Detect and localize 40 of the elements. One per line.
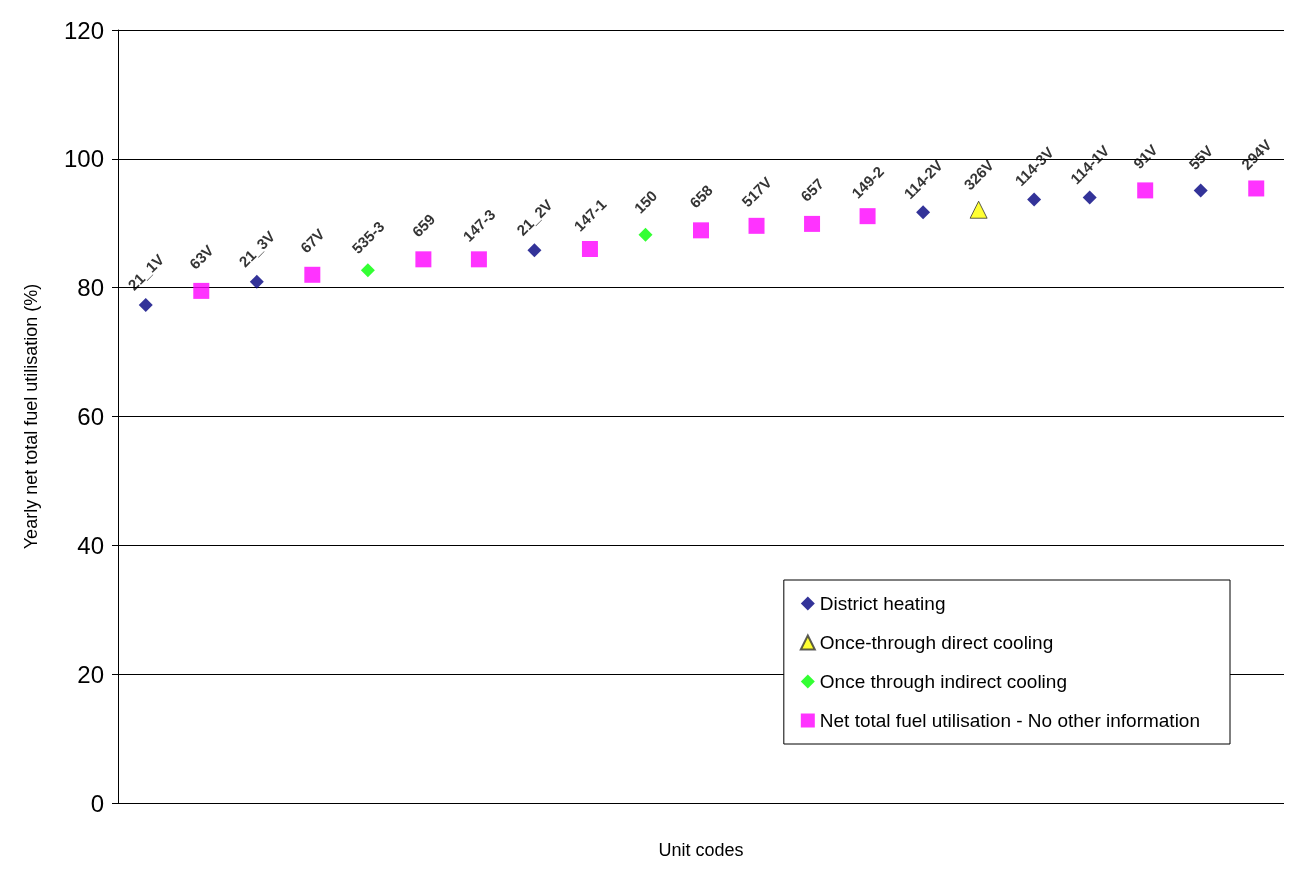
x-tick-label: 67V [296, 225, 328, 257]
y-tick-label: 20 [77, 660, 104, 688]
point [1027, 192, 1042, 207]
point [1193, 183, 1208, 198]
y-tick-label: 120 [63, 16, 104, 44]
point [138, 298, 153, 313]
x-tick-label: 657 [797, 175, 827, 205]
point [470, 251, 487, 268]
point [638, 227, 653, 242]
point [693, 222, 709, 239]
point [1248, 180, 1265, 197]
x-tick-label: 659 [408, 210, 439, 241]
point [193, 282, 210, 299]
y-tick-label: 0 [90, 789, 104, 817]
point [804, 215, 821, 232]
x-tick-label: 658 [686, 181, 716, 212]
y-tick-label: 40 [77, 531, 104, 559]
point [581, 241, 598, 258]
y-tick-label: 100 [63, 145, 104, 173]
point [1137, 182, 1154, 199]
point [360, 263, 375, 278]
x-tick-label: 63V [185, 241, 217, 273]
point [527, 243, 542, 258]
point [969, 200, 988, 219]
x-axis-title: Unit codes [658, 840, 744, 860]
point [1082, 190, 1097, 205]
point [859, 208, 876, 225]
point [249, 274, 264, 289]
y-tick-label: 80 [77, 274, 104, 302]
x-tick-label: 150 [630, 186, 661, 217]
legend-label: Net total fuel utilisation - No other information [819, 710, 1200, 731]
point [916, 205, 931, 220]
point [304, 266, 321, 283]
legend-label: Once through indirect cooling [819, 671, 1067, 692]
y-tick-label: 60 [77, 403, 104, 430]
legend-label: Once-through direct cooling [819, 632, 1054, 653]
point [748, 217, 765, 234]
y-axis-title: Yearly net total fuel utilisation (%) [21, 283, 41, 550]
point [415, 251, 432, 268]
legend-label: District heating [819, 593, 946, 614]
